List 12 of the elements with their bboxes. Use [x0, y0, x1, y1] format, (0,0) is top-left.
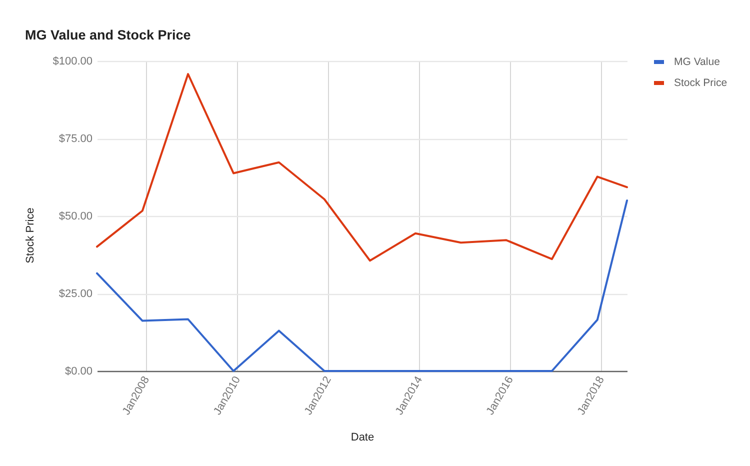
- chart-title: MG Value and Stock Price: [25, 28, 192, 42]
- line-series: [96, 200, 628, 372]
- legend-label: MG Value: [674, 56, 720, 68]
- x-axis-title: Date: [350, 432, 374, 444]
- y-tick-label: $75.00: [58, 133, 92, 145]
- legend-label: Stock Price: [674, 77, 728, 89]
- y-tick-label: $100.00: [52, 56, 92, 68]
- y-tick-label: $25.00: [58, 288, 92, 300]
- line-series: [96, 73, 628, 262]
- y-tick-label: $0.00: [64, 366, 92, 378]
- y-tick-label: $50.00: [58, 210, 92, 222]
- y-axis-title: Stock Price: [24, 208, 36, 264]
